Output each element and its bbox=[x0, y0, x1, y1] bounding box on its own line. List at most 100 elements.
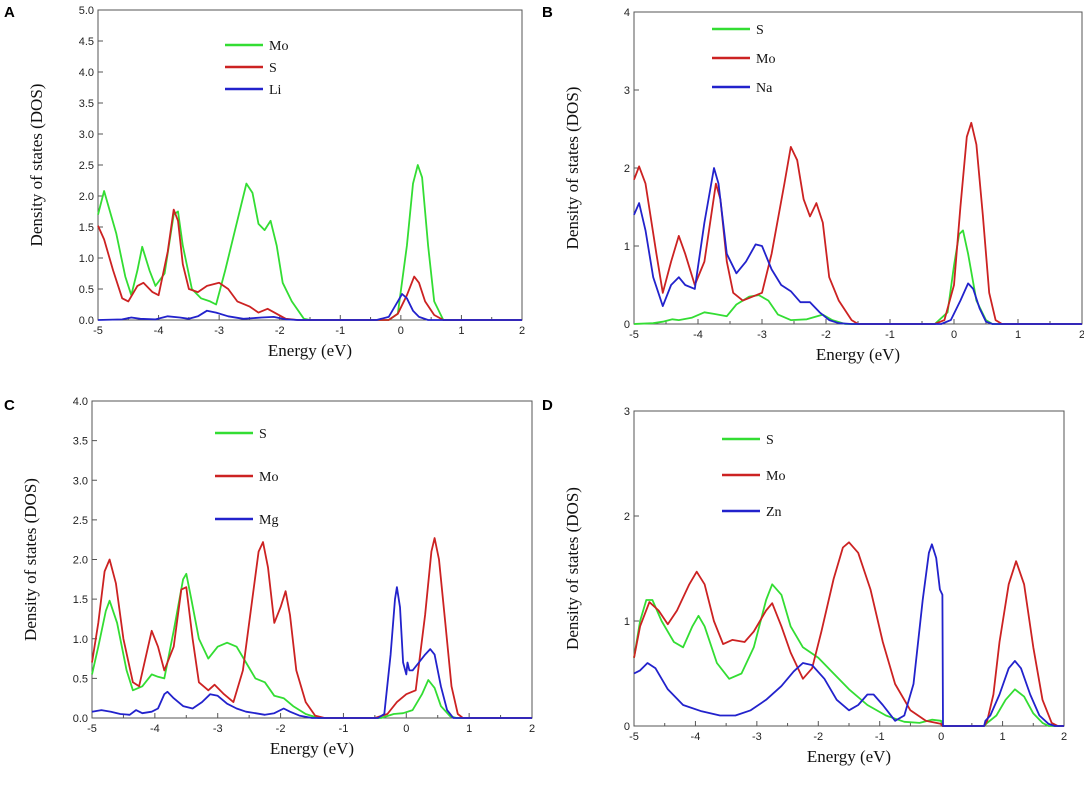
x-tick-label: 2 bbox=[519, 325, 525, 337]
x-tick-label: -2 bbox=[276, 723, 286, 735]
y-tick-label: 4.5 bbox=[79, 36, 94, 48]
y-tick-label: 1 bbox=[624, 616, 630, 628]
legend-label-li: Li bbox=[269, 83, 282, 98]
panel-b: B -5 -4 -3 -2 -1 0 1 2 0 1 2 3 4 Energy (eV) Density o… bbox=[542, 0, 1084, 393]
x-tick-label: -1 bbox=[875, 731, 885, 743]
y-tick-label: 2.5 bbox=[73, 515, 88, 527]
series-line-s bbox=[97, 208, 522, 321]
x-tick-label: 0 bbox=[398, 325, 404, 337]
y-axis-title: Density of states (DOS) bbox=[21, 478, 40, 641]
legend-label-s: S bbox=[259, 427, 267, 442]
panel-d: D -5 -4 -3 -2 -1 0 1 2 0 1 2 3 Energy (eV) Density of… bbox=[542, 393, 1084, 786]
legend-label-s: S bbox=[756, 23, 764, 38]
x-tick-label: 2 bbox=[1079, 329, 1084, 341]
legend-label-mo: Mo bbox=[756, 52, 775, 67]
panel-a: A -5 -4 -3 -2 -1 0 1 2 0.0 0.5 1.0 1.5 2.0 2.5 3.0 3.5 4… bbox=[0, 0, 542, 393]
x-tick-label: 2 bbox=[1061, 731, 1067, 743]
legend-label-na: Na bbox=[756, 81, 773, 96]
x-axis-title: Energy (eV) bbox=[268, 341, 352, 360]
series-line-mo bbox=[633, 121, 1082, 325]
x-axis-title: Energy (eV) bbox=[270, 739, 354, 758]
plot-frame bbox=[633, 11, 1083, 325]
series-line-mo bbox=[97, 164, 522, 321]
x-tick-label: 1 bbox=[466, 723, 472, 735]
series-line-mo bbox=[633, 541, 1064, 727]
dos-chart-b: -5 -4 -3 -2 -1 0 1 2 0 1 2 3 4 Energy (eV) Density of … bbox=[563, 7, 1084, 364]
y-tick-label: 1.0 bbox=[79, 253, 94, 265]
plot-frame bbox=[91, 400, 533, 719]
y-tick-label: 4.0 bbox=[73, 396, 88, 408]
dos-chart-c: -5 -4 -3 -2 -1 0 1 2 0.0 0.5 1.0 1.5 2.0 2.5 3.0 3.5 4.0… bbox=[21, 396, 535, 758]
y-tick-label: 3.0 bbox=[73, 475, 88, 487]
x-tick-label: -4 bbox=[154, 325, 164, 337]
y-tick-label: 0 bbox=[624, 319, 630, 331]
y-tick-label: 3 bbox=[624, 406, 630, 418]
y-tick-label: 0.0 bbox=[73, 713, 88, 725]
y-tick-label: 4 bbox=[624, 7, 630, 19]
legend-label-s: S bbox=[766, 433, 774, 448]
x-tick-label: 0 bbox=[403, 723, 409, 735]
dos-chart-d: -5 -4 -3 -2 -1 0 1 2 0 1 2 3 Energy (eV) Density of s… bbox=[563, 406, 1067, 766]
x-tick-label: -5 bbox=[629, 329, 639, 341]
y-tick-label: 1.0 bbox=[73, 634, 88, 646]
x-tick-label: -3 bbox=[757, 329, 767, 341]
x-tick-label: 0 bbox=[938, 731, 944, 743]
legend-label-mo: Mo bbox=[766, 469, 785, 484]
y-axis-title: Density of states (DOS) bbox=[563, 487, 582, 650]
y-axis-title: Density of states (DOS) bbox=[563, 87, 582, 250]
series-line-mo bbox=[91, 537, 532, 719]
x-tick-label: 1 bbox=[1015, 329, 1021, 341]
x-axis-title: Energy (eV) bbox=[807, 747, 891, 766]
y-tick-label: 2.0 bbox=[79, 191, 94, 203]
y-axis-title: Density of states (DOS) bbox=[27, 84, 46, 247]
plot-frame bbox=[633, 410, 1065, 727]
y-tick-label: 0.5 bbox=[79, 284, 94, 296]
y-tick-label: 2.0 bbox=[73, 555, 88, 567]
panel-letter: D bbox=[542, 397, 553, 414]
legend-label-mo: Mo bbox=[269, 39, 288, 54]
y-tick-label: 4.0 bbox=[79, 67, 94, 79]
panel-letter: C bbox=[4, 397, 15, 414]
series-line-mg bbox=[91, 586, 532, 719]
plot-frame bbox=[97, 9, 523, 321]
x-tick-label: -5 bbox=[629, 731, 639, 743]
series-line-s bbox=[91, 572, 532, 719]
x-tick-label: -2 bbox=[821, 329, 831, 341]
panel-letter: A bbox=[4, 4, 15, 21]
x-tick-label: 0 bbox=[951, 329, 957, 341]
legend-label-mo: Mo bbox=[259, 470, 278, 485]
x-tick-label: -3 bbox=[752, 731, 762, 743]
x-tick-label: -4 bbox=[150, 723, 160, 735]
y-tick-label: 3.0 bbox=[79, 129, 94, 141]
legend-label-s: S bbox=[269, 61, 277, 76]
x-tick-label: -4 bbox=[693, 329, 703, 341]
panel-letter: B bbox=[542, 4, 553, 21]
x-tick-label: -3 bbox=[213, 723, 223, 735]
series-line-s bbox=[633, 229, 1082, 325]
series-line-s bbox=[633, 583, 1064, 727]
series-line-li bbox=[97, 293, 522, 321]
y-tick-label: 0.0 bbox=[79, 315, 94, 327]
y-tick-label: 5.0 bbox=[79, 5, 94, 17]
series-line-zn bbox=[633, 543, 1064, 727]
y-tick-label: 1.5 bbox=[73, 594, 88, 606]
y-tick-label: 2.5 bbox=[79, 160, 94, 172]
y-tick-label: 2 bbox=[624, 163, 630, 175]
x-axis-title: Energy (eV) bbox=[816, 345, 900, 364]
y-tick-label: 0.5 bbox=[73, 673, 88, 685]
x-tick-label: 1 bbox=[1000, 731, 1006, 743]
x-tick-label: -1 bbox=[335, 325, 345, 337]
x-tick-label: -2 bbox=[275, 325, 285, 337]
dos-chart-a: -5 -4 -3 -2 -1 0 1 2 0.0 0.5 1.0 1.5 2.0 2.5 3.0 3.5 4.0… bbox=[27, 5, 525, 360]
x-tick-label: -4 bbox=[691, 731, 701, 743]
x-tick-label: -1 bbox=[339, 723, 349, 735]
y-tick-label: 3.5 bbox=[79, 98, 94, 110]
x-tick-label: 2 bbox=[529, 723, 535, 735]
y-tick-label: 3 bbox=[624, 85, 630, 97]
y-tick-label: 0 bbox=[624, 721, 630, 733]
legend-label-zn: Zn bbox=[766, 505, 782, 520]
y-tick-label: 1 bbox=[624, 241, 630, 253]
y-tick-label: 3.5 bbox=[73, 436, 88, 448]
panel-c: C -5 -4 -3 -2 -1 0 1 2 0.0 0.5 1.0 1.5 2.0 2.5 3.0 3.5 4… bbox=[0, 393, 542, 786]
series-line-na bbox=[633, 167, 1082, 325]
